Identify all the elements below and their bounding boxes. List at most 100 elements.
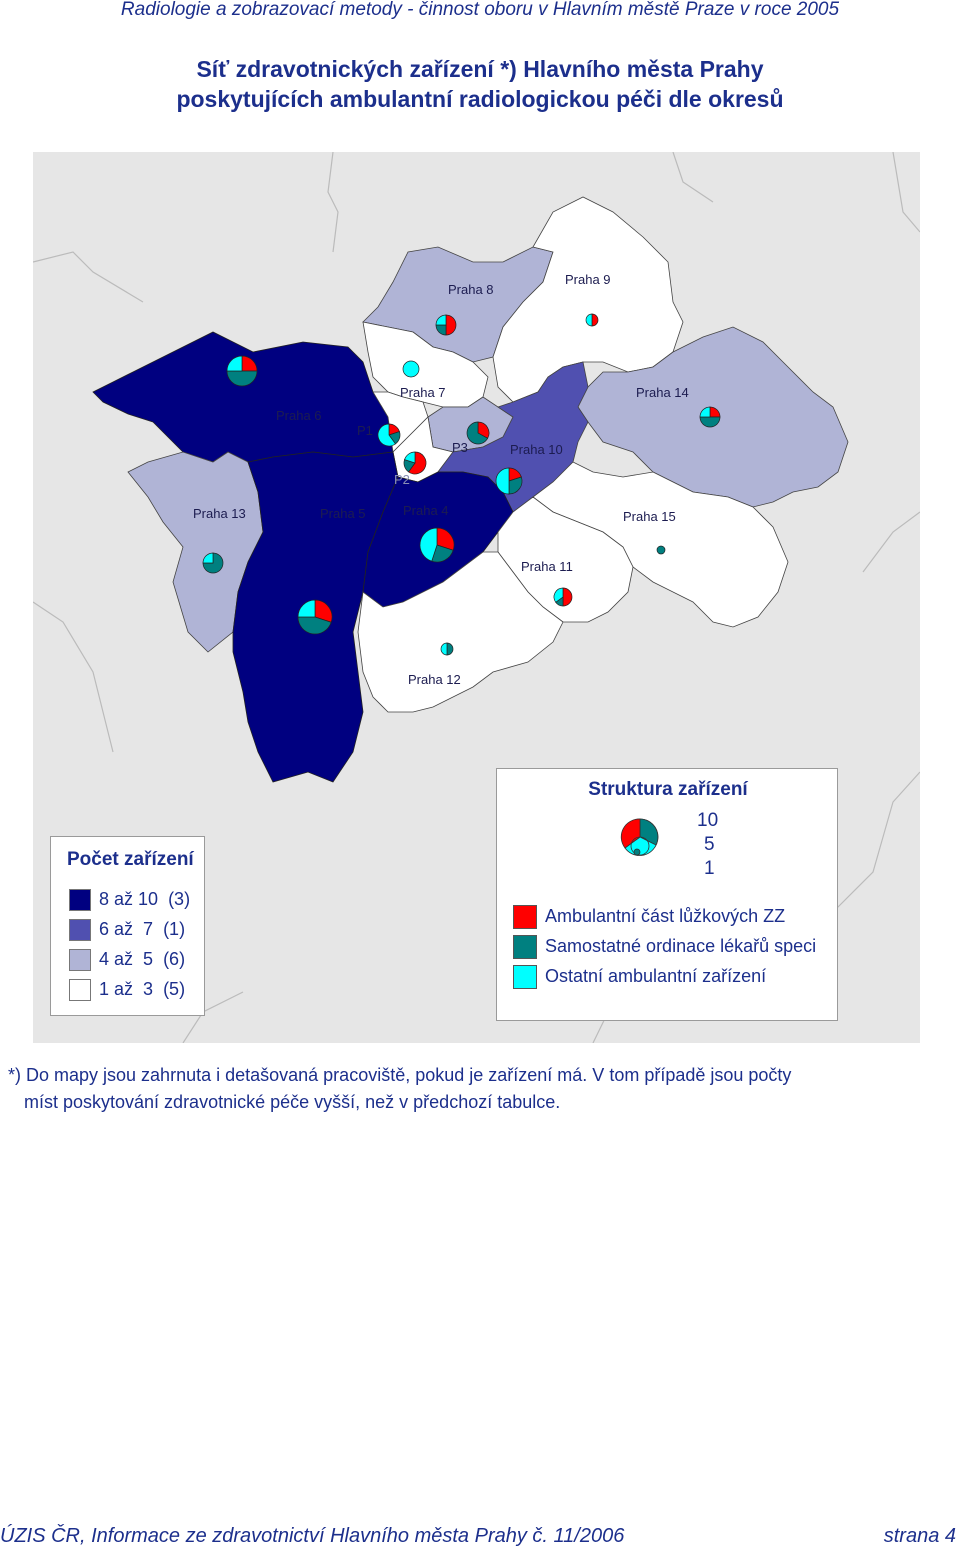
label-p3: P3 xyxy=(452,440,468,455)
page-header: Radiologie a zobrazovací metody - činnos… xyxy=(120,0,840,20)
structure-pie-markers xyxy=(202,313,721,656)
label-praha-9: Praha 9 xyxy=(565,272,611,287)
pie-praha-6-slice xyxy=(226,355,243,372)
footer-page-number: strana 4 xyxy=(883,1525,956,1547)
pie-praha-9-slice xyxy=(591,313,599,327)
pie-praha-6-slice xyxy=(226,370,258,387)
pie-praha-11-slice xyxy=(553,587,564,603)
label-praha-6: Praha 6 xyxy=(276,408,322,423)
pie-praha-2 xyxy=(403,451,427,475)
prague-district-map: Praha 8 Praha 9 Praha 6 Praha 7 Praha 14… xyxy=(33,152,920,1043)
pie-praha-1 xyxy=(377,423,401,447)
legend-swatch-teal xyxy=(513,935,537,960)
footer-source: ÚZIS ČR, Informace ze zdravotnictví Hlav… xyxy=(0,1525,625,1547)
legend-count-item: 4 až 5 (6) xyxy=(69,949,185,975)
legend-swatch-white xyxy=(69,979,91,1002)
legend-structure-item: Ambulantní část lůžkových ZZ xyxy=(513,903,785,931)
legend-count-item: 8 až 10 (3) xyxy=(69,889,190,915)
legend-pie-medium xyxy=(630,836,650,856)
label-p2: P2 xyxy=(394,472,410,487)
pie-praha-14 xyxy=(699,406,721,428)
pie-praha-8-slice xyxy=(445,314,457,336)
pie-praha-4 xyxy=(419,527,455,563)
pie-praha-12 xyxy=(440,642,454,656)
legend-pie-small xyxy=(633,848,641,856)
pie-praha-13 xyxy=(202,552,224,574)
pie-praha-8 xyxy=(435,314,457,336)
pie-praha-1-slice xyxy=(377,423,396,447)
pie-praha-4-slice xyxy=(419,527,438,562)
pie-praha-10-slice xyxy=(495,467,510,495)
pie-praha-8-slice xyxy=(435,314,447,326)
label-praha-12: Praha 12 xyxy=(408,672,461,687)
legend-count-item: 1 až 3 (5) xyxy=(69,979,185,1005)
label-p1: P1 xyxy=(357,423,373,438)
label-praha-15: Praha 15 xyxy=(623,509,676,524)
label-praha-14: Praha 14 xyxy=(636,385,689,400)
pie-praha-5-slice xyxy=(314,599,333,623)
pie-praha-9-slice xyxy=(585,313,593,327)
legend-scale-1: 1 xyxy=(704,858,715,879)
legend-swatch-medium xyxy=(69,919,91,942)
label-praha-13: Praha 13 xyxy=(193,506,246,521)
legend-count-number: (6) xyxy=(163,949,186,969)
legend-structure-item: Samostatné ordinace lékařů speci xyxy=(513,933,816,961)
label-praha-5: Praha 5 xyxy=(320,506,366,521)
pie-praha-14-slice xyxy=(699,406,711,418)
pie-praha-6 xyxy=(226,355,258,387)
legend-structure-title: Struktura zařízení xyxy=(588,779,748,800)
legend-structure-label: Samostatné ordinace lékařů speci xyxy=(545,936,817,956)
legend-count-range: 1 až 3 xyxy=(99,979,154,999)
pie-praha-7-slice xyxy=(402,360,420,378)
legend-swatch-dark xyxy=(69,889,91,912)
pie-praha-5 xyxy=(297,599,333,635)
legend-count-number: (5) xyxy=(163,979,186,999)
legend-count-range: 6 až 7 xyxy=(99,919,154,939)
legend-facility-structure: Struktura zařízení 10 5 1 Ambulantní čás… xyxy=(496,768,838,1021)
pie-praha-5-slice xyxy=(297,599,316,618)
label-praha-7: Praha 7 xyxy=(400,385,446,400)
pie-praha-2-slice xyxy=(408,451,427,475)
legend-count-range: 4 až 5 xyxy=(99,949,154,969)
legend-scale-10: 10 xyxy=(697,810,719,831)
legend-count-number: (1) xyxy=(163,919,186,939)
legend-count-title: Počet zařízení xyxy=(67,849,194,870)
pie-praha-15 xyxy=(656,545,666,555)
pie-praha-12-slice xyxy=(446,642,454,656)
legend-structure-item: Ostatní ambulantní zařízení xyxy=(513,963,766,991)
legend-count-range: 8 až 10 xyxy=(99,889,159,909)
legend-swatch-red xyxy=(513,905,537,930)
footnote-line-2: míst poskytování zdravotnické péče vyšší… xyxy=(24,1092,561,1112)
label-praha-8: Praha 8 xyxy=(448,282,494,297)
legend-count-number: (3) xyxy=(168,889,191,909)
pie-praha-4-slice xyxy=(436,527,455,551)
legend-structure-label: Ambulantní část lůžkových ZZ xyxy=(545,906,786,926)
footnote: *) Do mapy jsou zahrnuta i detašovaná pr… xyxy=(8,1062,791,1116)
pie-praha-3-slice xyxy=(466,421,489,445)
pie-praha-9 xyxy=(585,313,599,327)
label-praha-4: Praha 4 xyxy=(403,503,449,518)
legend-swatch-cyan xyxy=(513,965,537,990)
pie-praha-11-slice xyxy=(562,587,573,607)
title-line-2: poskytujících ambulantní radiologickou p… xyxy=(176,86,784,112)
label-praha-10: Praha 10 xyxy=(510,442,563,457)
pie-praha-10-slice xyxy=(508,476,523,495)
legend-structure-label: Ostatní ambulantní zařízení xyxy=(545,966,767,986)
pie-praha-10 xyxy=(495,467,523,495)
title-line-1: Síť zdravotnických zařízení *) Hlavního … xyxy=(196,56,764,82)
label-praha-11: Praha 11 xyxy=(521,559,573,574)
pie-praha-14-slice xyxy=(699,416,721,428)
pie-praha-2-slice xyxy=(404,451,416,464)
legend-swatch-light xyxy=(69,949,91,972)
footnote-line-1: *) Do mapy jsou zahrnuta i detašovaná pr… xyxy=(8,1065,792,1085)
legend-scale-5: 5 xyxy=(704,834,715,855)
pie-praha-3 xyxy=(466,421,490,445)
district-praha-12 xyxy=(357,551,564,713)
pie-praha-13-slice xyxy=(202,552,214,564)
legend-pie-size-sample xyxy=(620,818,659,856)
page-title: Síť zdravotnických zařízení *) Hlavního … xyxy=(0,54,960,114)
pie-praha-5-slice xyxy=(297,616,332,635)
legend-count-item: 6 až 7 (1) xyxy=(69,919,185,945)
legend-facility-count: Počet zařízení 8 až 10 (3) 6 až 7 (1) 4 … xyxy=(50,836,205,1016)
pie-praha-12-slice xyxy=(440,642,448,656)
